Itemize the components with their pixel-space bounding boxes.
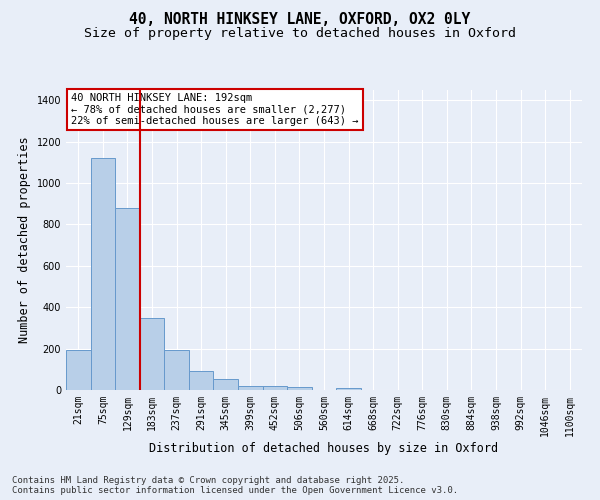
Bar: [115, 208, 140, 390]
Bar: [66, 350, 91, 390]
Text: 40, NORTH HINKSEY LANE, OXFORD, OX2 0LY: 40, NORTH HINKSEY LANE, OXFORD, OX2 0LY: [130, 12, 470, 28]
Bar: [263, 386, 287, 390]
Text: Contains HM Land Registry data © Crown copyright and database right 2025.
Contai: Contains HM Land Registry data © Crown c…: [12, 476, 458, 495]
Bar: [287, 387, 312, 390]
Bar: [91, 158, 115, 390]
Bar: [238, 386, 263, 390]
Text: Size of property relative to detached houses in Oxford: Size of property relative to detached ho…: [84, 28, 516, 40]
Y-axis label: Number of detached properties: Number of detached properties: [18, 136, 31, 344]
Bar: [164, 350, 189, 390]
X-axis label: Distribution of detached houses by size in Oxford: Distribution of detached houses by size …: [149, 442, 499, 454]
Bar: [189, 372, 214, 390]
Bar: [214, 378, 238, 390]
Text: 40 NORTH HINKSEY LANE: 192sqm
← 78% of detached houses are smaller (2,277)
22% o: 40 NORTH HINKSEY LANE: 192sqm ← 78% of d…: [71, 93, 359, 126]
Bar: [336, 388, 361, 390]
Bar: [140, 318, 164, 390]
